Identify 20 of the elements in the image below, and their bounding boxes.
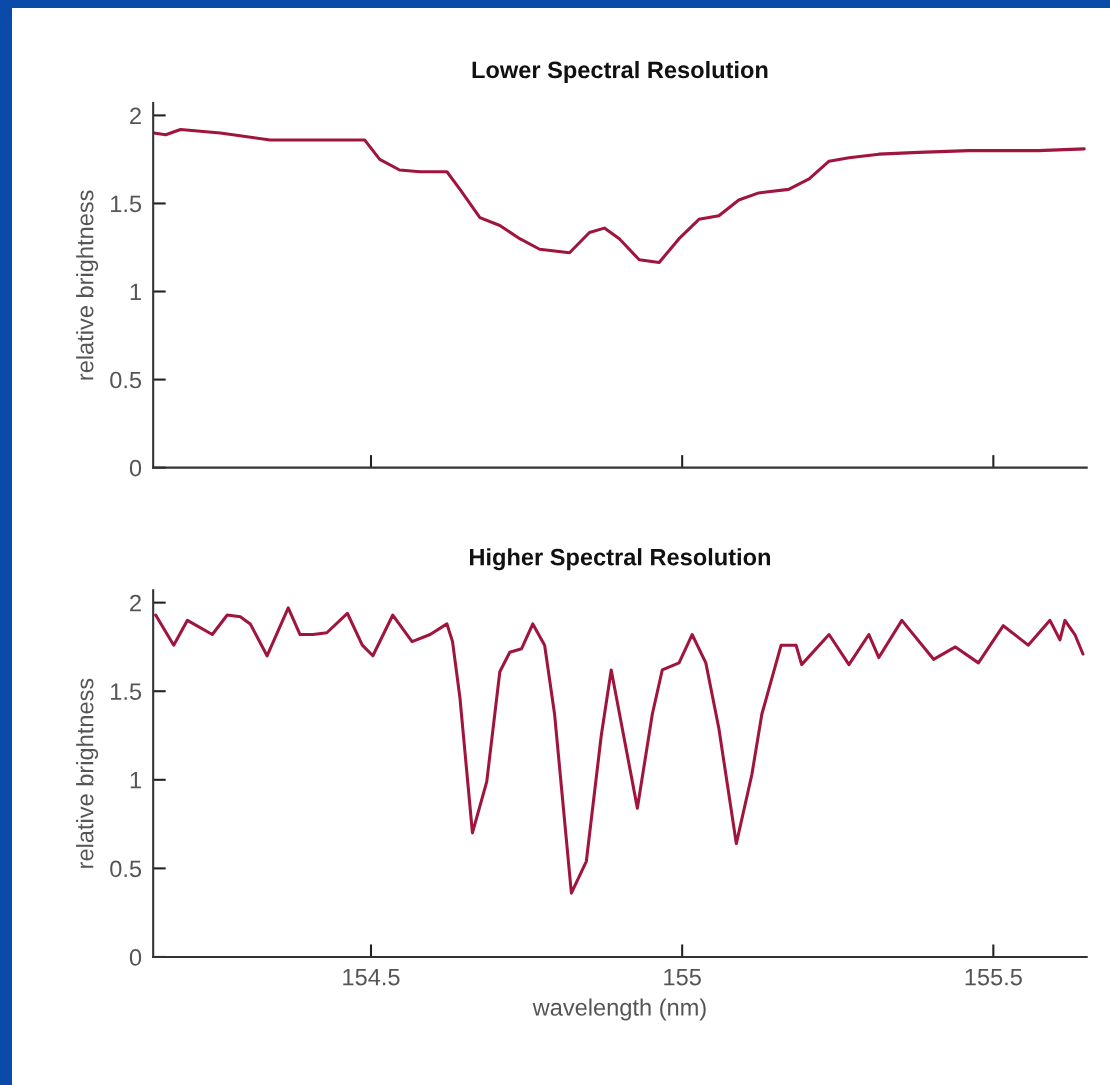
x-axis-title: wavelength (nm) <box>532 998 706 1021</box>
x-tick-label: 154.5 <box>343 968 400 986</box>
x-tick-label: 155.5 <box>965 968 1022 986</box>
y-tick-label: 0 <box>129 459 142 477</box>
line-series <box>154 606 1085 895</box>
y-tick-label: 2 <box>130 107 141 124</box>
chart-title: Higher Spectral Resolution <box>469 548 771 571</box>
y-tick-label: 1.5 <box>111 683 142 701</box>
line-series <box>153 127 1086 264</box>
y-tick-label: 1.5 <box>111 195 142 213</box>
y-tick-label: 0.5 <box>110 371 142 389</box>
y-tick-label: 1 <box>130 772 141 789</box>
chart-title: Lower Spectral Resolution <box>472 60 768 83</box>
y-axis-title: relative brightness <box>76 678 99 868</box>
y-tick-label: 0 <box>129 949 142 966</box>
y-tick-label: 0.5 <box>110 860 142 878</box>
x-tick-label: 155 <box>664 968 701 986</box>
y-tick-label: 1 <box>130 283 141 301</box>
y-tick-label: 2 <box>130 594 141 612</box>
y-axis-title: relative brightness <box>76 190 99 380</box>
